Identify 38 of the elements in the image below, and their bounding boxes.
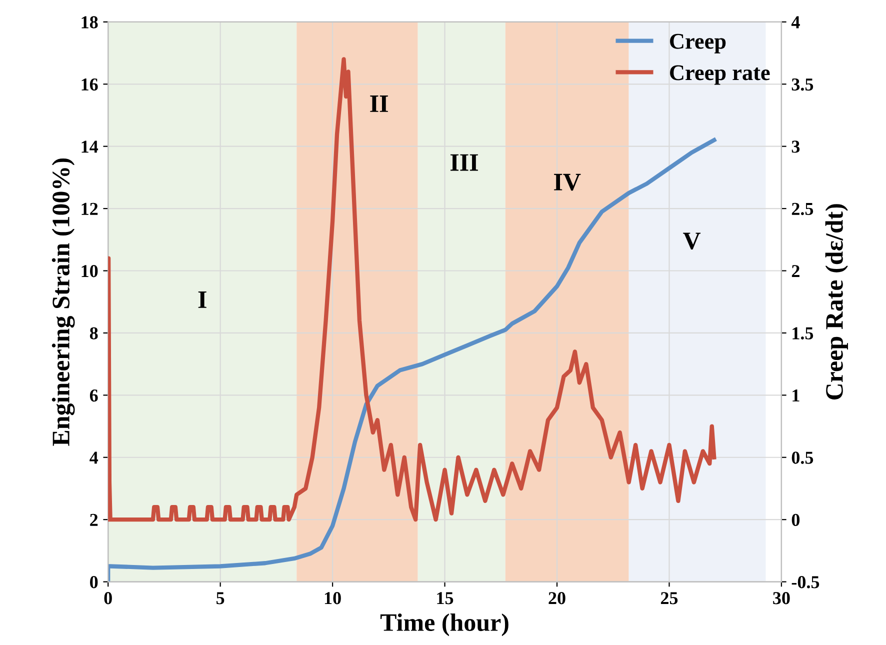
y-tick-label: 8 (90, 327, 98, 340)
y2-tick-label: 3.5 (792, 78, 814, 91)
y-tick-label: 10 (82, 265, 98, 278)
legend-label: Creep (670, 34, 726, 54)
y2-axis-title: Creep Rate (dε/dt) (825, 204, 848, 400)
y-tick-label: 12 (82, 202, 98, 215)
x-tick-label: 30 (773, 592, 790, 604)
band-label: I (198, 292, 206, 308)
y2-tick-label: 2 (792, 265, 800, 278)
y-tick-label: 0 (90, 576, 98, 588)
x-tick-label: 15 (437, 592, 454, 604)
y-tick-label: 6 (90, 389, 98, 402)
x-tick-label: 10 (324, 592, 341, 604)
y-tick-label: 2 (90, 514, 98, 526)
line-series (108, 138, 716, 582)
x-tick-label: 5 (216, 592, 224, 604)
x-tick-label: 25 (660, 592, 678, 604)
x-tick-label: 20 (548, 592, 566, 604)
y-tick-label: 16 (82, 78, 98, 91)
x-axis-title: Time (hour) (380, 613, 508, 636)
y2-tick-label: 0.5 (792, 452, 814, 464)
y2-tick-label: 1 (792, 390, 800, 402)
y-tick-label: 18 (82, 16, 98, 28)
band-label: IV (554, 174, 581, 191)
x-tick-label: 0 (104, 592, 112, 604)
y2-tick-label: 4 (791, 16, 800, 28)
y2-tick-label: 2.5 (792, 202, 814, 216)
y2-tick-label: -0.5 (792, 576, 820, 588)
y-tick-label: 4 (90, 452, 98, 464)
legend-label: Creep rate (670, 65, 770, 85)
y-axis-title: Engineering Strain (100%) (52, 158, 75, 446)
y-tick-label: 14 (82, 140, 98, 153)
y2-tick-label: 3 (792, 140, 800, 153)
band-label: V (683, 232, 701, 250)
band-label: II (370, 96, 388, 112)
band-label: III (450, 154, 478, 171)
y2-tick-label: 0 (792, 514, 800, 526)
y2-tick-label: 1.5 (792, 327, 814, 340)
